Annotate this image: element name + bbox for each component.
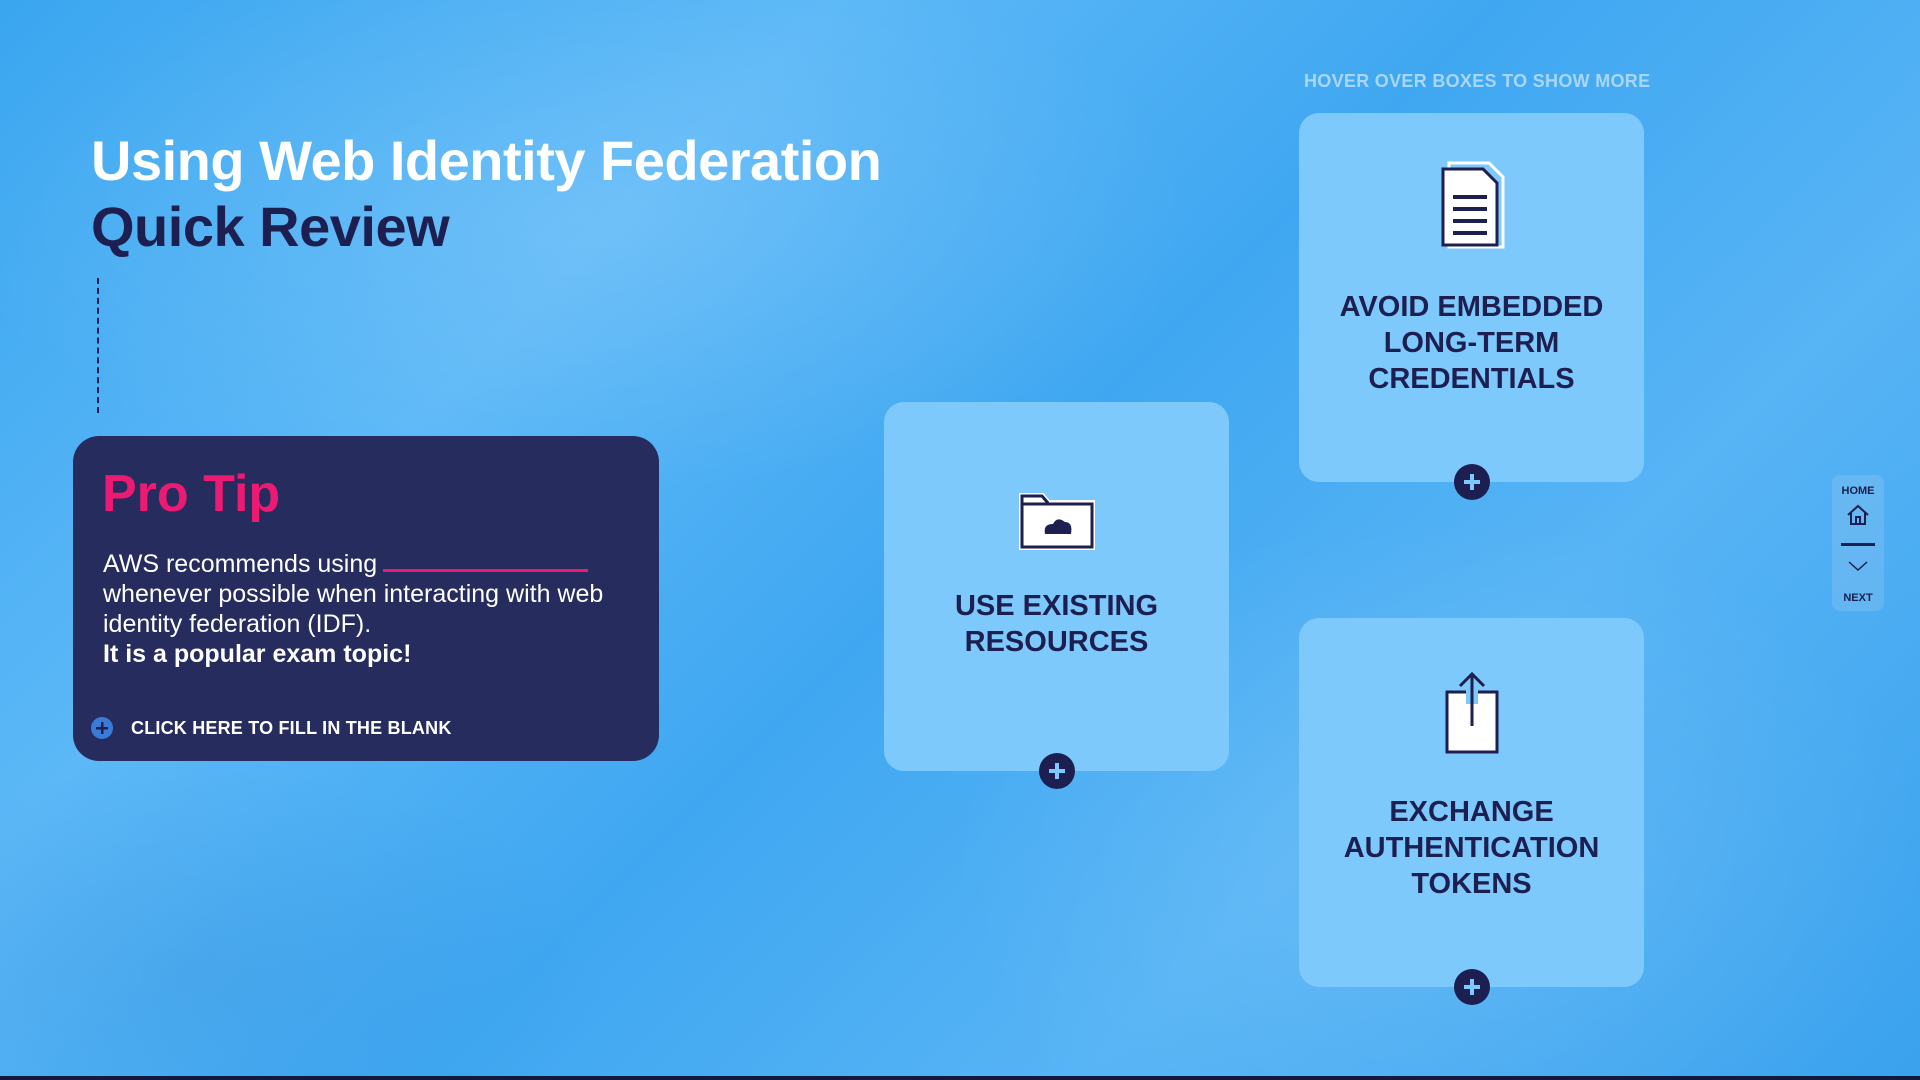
next-label[interactable]: NEXT [1843, 592, 1873, 604]
card-label: EXCHANGE AUTHENTICATION TOKENS [1343, 796, 1600, 900]
card-exchange-auth-tokens[interactable]: EXCHANGE AUTHENTICATION TOKENS [1299, 618, 1644, 1005]
card-avoid-embedded-credentials[interactable]: AVOID EMBEDDED LONG-TERM CREDENTIALS [1299, 113, 1644, 500]
fill-in-blank-label: CLICK HERE TO FILL IN THE BLANK [131, 717, 452, 738]
expand-plus-icon[interactable] [1038, 753, 1075, 789]
chevron-down-icon[interactable] [1847, 559, 1869, 578]
pro-tip-title: Pro Tip [102, 465, 281, 523]
page-title: Using Web Identity Federation [91, 129, 882, 192]
home-icon[interactable] [1846, 503, 1870, 532]
pro-tip-text-after-blank: whenever possible when interacting with … [103, 580, 604, 638]
upload-icon [1442, 670, 1502, 761]
home-label: HOME [1841, 485, 1875, 497]
slide-navigation: HOME NEXT [1832, 475, 1884, 611]
page-subtitle: Quick Review [91, 195, 450, 258]
bottom-edge-bar [0, 1076, 1920, 1080]
expand-plus-icon[interactable] [1453, 969, 1490, 1005]
pro-tip-text-before-blank: AWS recommends using [103, 550, 378, 578]
document-icon [1437, 159, 1507, 256]
fill-in-blank-button[interactable]: CLICK HERE TO FILL IN THE BLANK [91, 712, 452, 744]
pro-tip-body: AWS recommends using whenever possible w… [103, 546, 623, 669]
nav-divider [1841, 543, 1875, 546]
pro-tip-panel: Pro Tip AWS recommends using whenever po… [73, 436, 659, 761]
expand-plus-icon[interactable] [1453, 464, 1490, 500]
cloud-folder-icon [1017, 486, 1097, 557]
plus-icon [91, 717, 113, 739]
card-use-existing-resources[interactable]: USE EXISTING RESOURCES [884, 402, 1229, 789]
dashed-divider [97, 278, 99, 413]
fill-in-blank-line [383, 546, 589, 572]
card-label: AVOID EMBEDDED LONG-TERM CREDENTIALS [1339, 291, 1604, 395]
card-label: USE EXISTING RESOURCES [954, 590, 1159, 658]
hover-instruction: HOVER OVER BOXES TO SHOW MORE [1304, 71, 1651, 91]
pro-tip-emphasis: It is a popular exam topic! [103, 640, 412, 668]
